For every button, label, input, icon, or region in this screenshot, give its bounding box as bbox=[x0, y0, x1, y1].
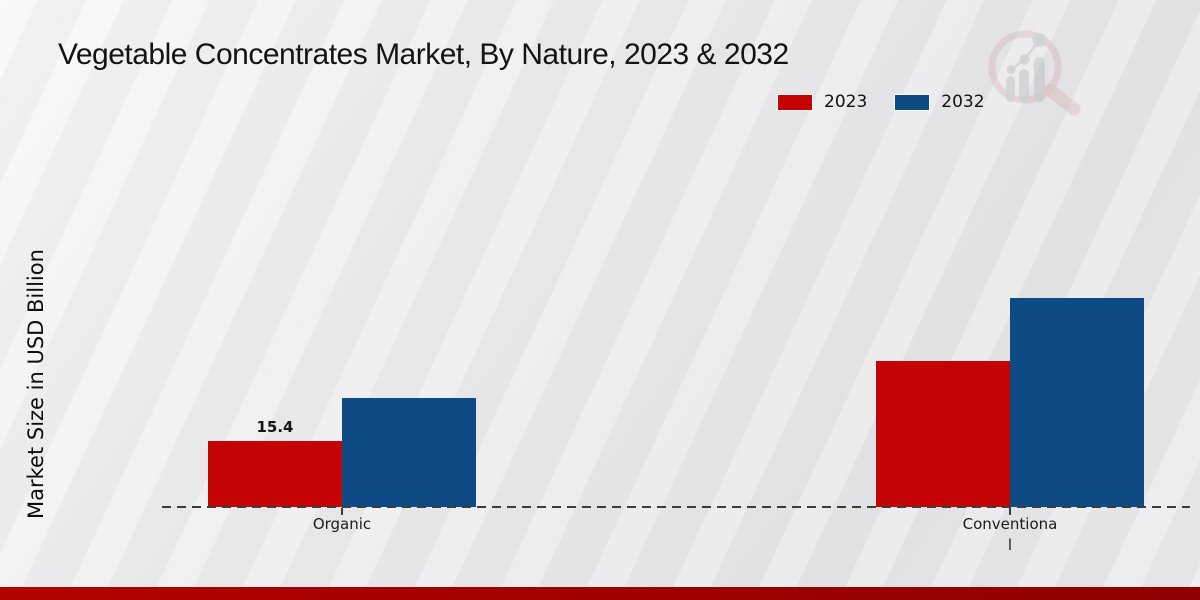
legend-swatch-icon bbox=[895, 94, 930, 110]
x-axis-tick bbox=[341, 508, 343, 515]
x-tick-label-organic: Organic bbox=[312, 515, 372, 533]
bar-2023-organic bbox=[208, 441, 342, 507]
chart-title: Vegetable Concentrates Market, By Nature… bbox=[58, 38, 789, 71]
legend-label: 2032 bbox=[941, 92, 985, 112]
bar-2032-organic bbox=[342, 398, 476, 507]
magnifier-bar-chart-logo-icon bbox=[988, 30, 1081, 116]
legend-label: 2023 bbox=[824, 92, 868, 112]
legend-swatch-icon bbox=[778, 94, 812, 110]
bar-2032-conventional bbox=[1010, 298, 1144, 507]
bar-2023-conventional bbox=[876, 361, 1010, 507]
x-axis-baseline bbox=[162, 506, 1190, 508]
footer-accent-bar bbox=[0, 587, 1200, 600]
legend: 2023 2032 bbox=[778, 92, 985, 112]
bar-value-label: 15.4 bbox=[256, 418, 294, 436]
legend-item-2032: 2032 bbox=[895, 92, 985, 112]
x-tick-label-conventional: Conventiona l bbox=[962, 515, 1058, 554]
x-axis-tick bbox=[1009, 508, 1011, 515]
legend-item-2023: 2023 bbox=[778, 92, 867, 112]
